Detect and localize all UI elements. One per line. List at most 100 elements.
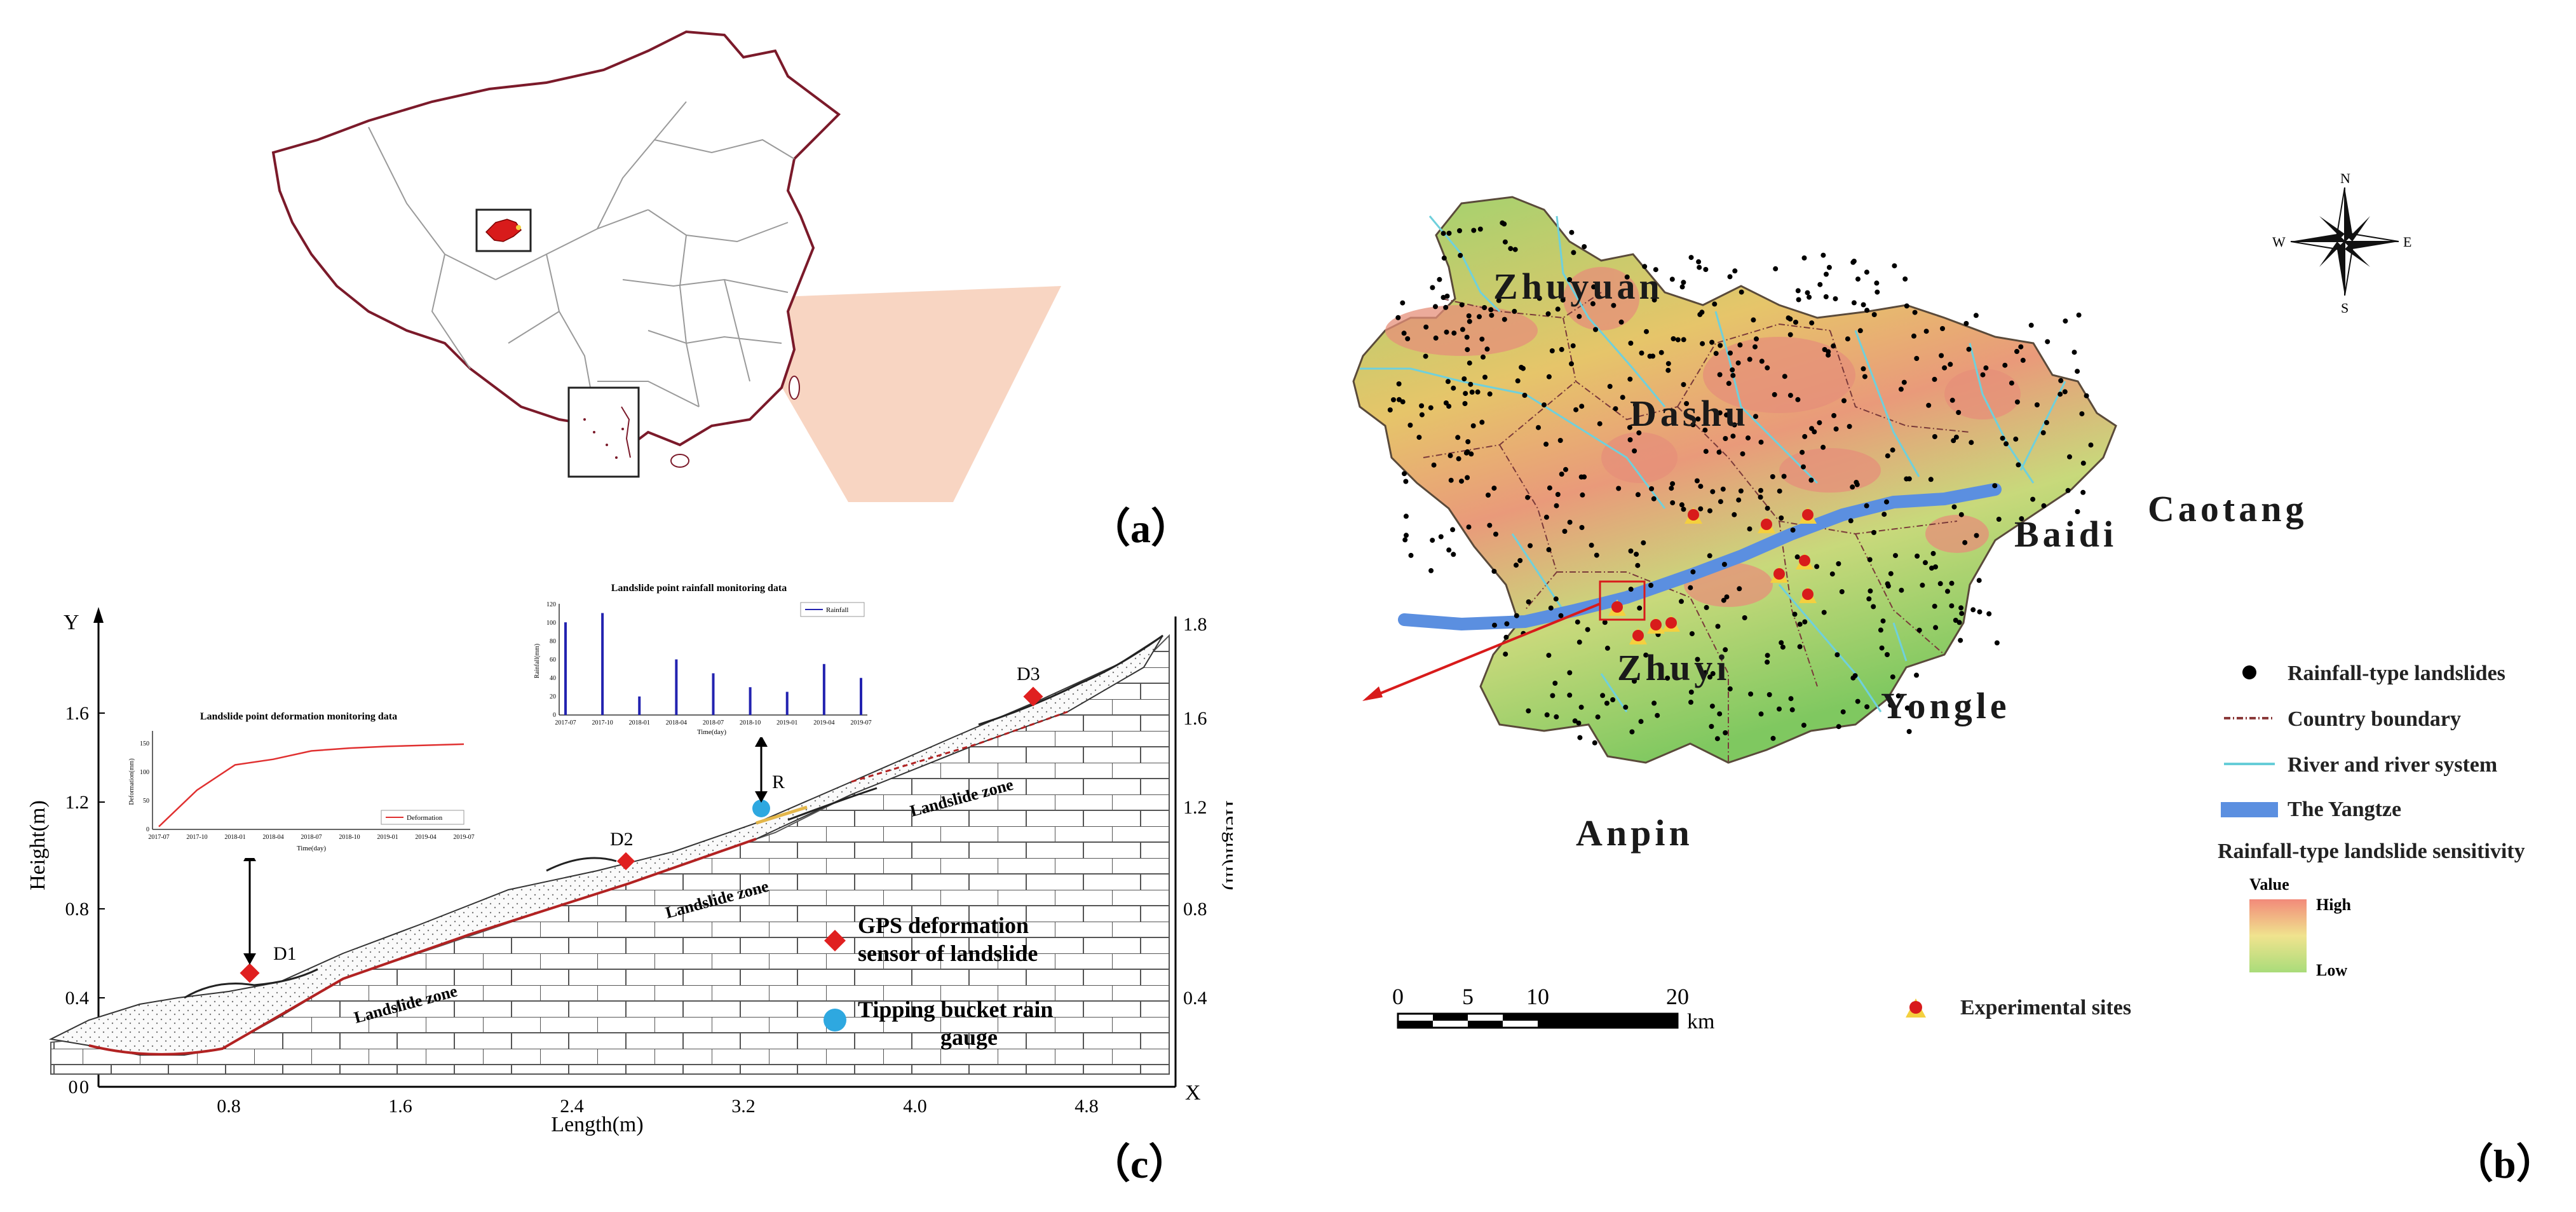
landslide-dot <box>1926 402 1932 408</box>
town-label-caotang: Caotang <box>2148 488 2307 529</box>
landslide-dot <box>1487 391 1493 397</box>
landslide-dot <box>1855 276 1861 282</box>
landslide-dot <box>1864 308 1870 313</box>
landslide-dot <box>1724 412 1730 418</box>
landslide-dot <box>1457 228 1462 233</box>
landslide-dot <box>1738 488 1744 494</box>
landslide-dot <box>1431 462 1437 468</box>
landslide-dot <box>1939 353 1944 358</box>
legend-gps-icon <box>824 930 846 951</box>
landslide-dot <box>1716 449 1722 455</box>
landslide-dot <box>1575 619 1580 625</box>
landslide-dot <box>1627 425 1632 430</box>
landslide-dot <box>1470 423 1476 428</box>
landslide-dot <box>1681 507 1686 512</box>
deformation-inset: Landslide point deformation monitoring d… <box>114 705 483 858</box>
landslide-dot <box>1730 372 1736 378</box>
landslide-dot <box>1980 372 1986 378</box>
scale-tick: 20 <box>1666 984 1689 1009</box>
rainfall-ylabel: Rainfall(mm) <box>534 644 541 678</box>
landslide-dot <box>1578 474 1584 480</box>
landslide-dot <box>1579 525 1585 530</box>
landslide-dot <box>1726 381 1732 386</box>
landslide-dot <box>1707 553 1712 559</box>
landslide-dot <box>1787 393 1793 398</box>
sliding-surface <box>88 838 757 1056</box>
landslide-dot <box>1969 440 1974 446</box>
landslide-dot <box>1681 280 1686 285</box>
landslide-dot <box>1665 676 1671 681</box>
landslide-dot <box>1423 324 1429 330</box>
rainfall-x-tick: 2019-07 <box>850 719 871 726</box>
landslide-dot <box>1546 547 1552 552</box>
landslide-dot <box>1906 476 1912 482</box>
landslide-dot <box>1724 594 1730 600</box>
landslide-dot <box>1469 390 1475 395</box>
landslide-dot <box>1951 504 1957 510</box>
landslide-dot <box>2041 503 2047 508</box>
landslide-dot <box>1751 317 1756 323</box>
landslide-dot <box>1553 596 1559 602</box>
rainfall-bar <box>749 687 752 715</box>
landslide-dot <box>1702 427 1708 433</box>
landslide-dot <box>1479 419 1485 425</box>
landslide-dot <box>1890 674 1895 680</box>
landslide-dot <box>1862 374 1868 379</box>
landslide-dot <box>1841 398 1847 404</box>
landslide-dot <box>1718 343 1723 348</box>
landslide-dot <box>1790 528 1796 533</box>
landslide-dot <box>1717 410 1723 416</box>
rainfall-y-tick: 60 <box>550 657 556 664</box>
landslide-dot <box>1488 307 1494 313</box>
landslide-dot <box>1895 693 1901 698</box>
landslide-dot <box>1788 696 1794 702</box>
landslide-dot <box>1585 627 1590 632</box>
landslide-dot <box>1911 333 1916 339</box>
landslide-dot <box>1802 619 1808 625</box>
landslide-dot <box>1451 552 1456 557</box>
landslide-dot <box>1958 605 1964 611</box>
landslide-dot <box>1639 350 1644 356</box>
landslide-dot <box>1604 700 1610 706</box>
landslide-dot <box>1704 604 1709 610</box>
landslide-dot <box>1867 557 1873 562</box>
landslide-dot <box>1807 294 1812 300</box>
landslide-dot <box>1880 618 1886 624</box>
landslide-dot <box>1396 397 1402 402</box>
landslide-dot <box>1953 618 1958 623</box>
landslide-dot <box>1974 533 1979 538</box>
landslide-dot <box>1456 456 1461 461</box>
point-label-d1: D1 <box>273 943 297 964</box>
landslide-dot <box>1845 336 1850 342</box>
x-tick: 0.8 <box>217 1096 241 1117</box>
landslide-dot <box>1963 321 1969 326</box>
landslide-dot <box>1543 441 1549 447</box>
china-map <box>271 30 1061 502</box>
landslide-dot <box>1651 297 1657 303</box>
landslide-dot <box>1580 492 1585 498</box>
landslide-dot <box>1765 653 1770 658</box>
landslide-dot <box>1758 439 1764 445</box>
scale-tick: 0 <box>1392 984 1404 1009</box>
landslide-dot <box>1836 561 1841 566</box>
landslide-dot <box>1962 540 1968 545</box>
landslide-dot <box>1696 259 1702 264</box>
landslide-dot <box>1627 376 1633 382</box>
landslide-dot <box>1446 547 1452 553</box>
landslide-dot <box>1400 300 1406 306</box>
landslide-dot <box>1817 420 1822 426</box>
deformation-y-tick: 0 <box>146 826 149 833</box>
landslide-dot <box>1658 350 1664 355</box>
landslide-dot <box>1992 483 1998 489</box>
landslide-dot <box>1594 552 1599 558</box>
landslide-dot <box>1464 334 1470 340</box>
yangtze-river <box>1398 483 2002 631</box>
landslide-dot <box>1732 422 1737 428</box>
landslide-dot <box>1593 327 1598 332</box>
landslide-dot <box>1559 472 1564 477</box>
landslide-dot <box>1758 711 1764 717</box>
rainfall-bar <box>822 664 825 715</box>
x-tick: 0 <box>69 1077 78 1098</box>
landslide-dot <box>1460 327 1465 332</box>
landslide-dot <box>1850 484 1855 490</box>
